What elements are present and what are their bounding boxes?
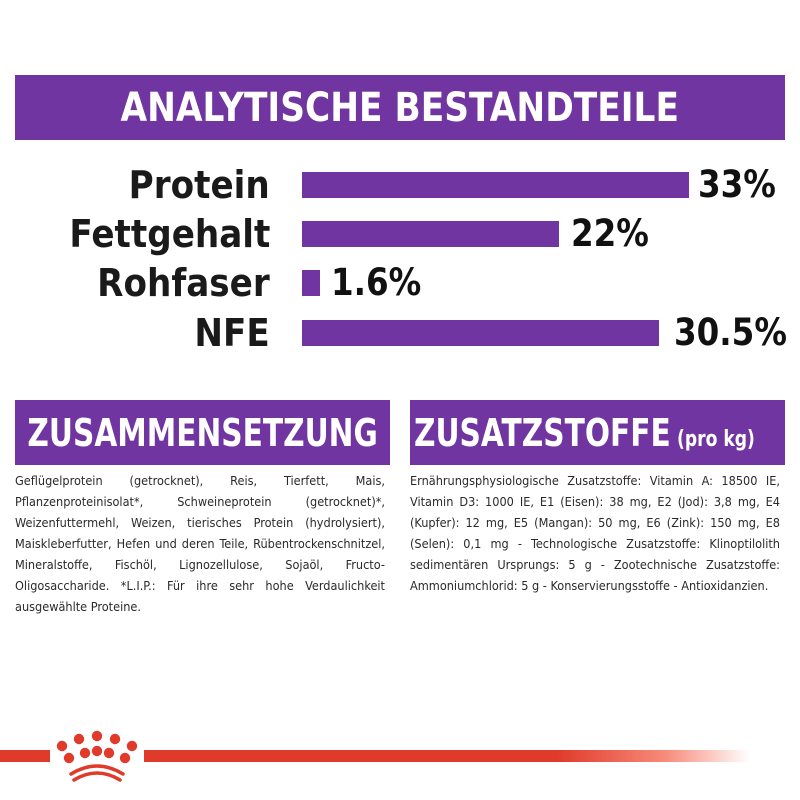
composition-title: ZUSAMMENSETZUNG bbox=[27, 410, 378, 455]
analysis-header-title: ANALYTISCHE BESTANDTEILE bbox=[120, 84, 680, 131]
bar-nfe bbox=[302, 320, 659, 346]
additives-subtitle: (pro kg) bbox=[677, 426, 755, 452]
value-rohfaser: 1.6% bbox=[331, 261, 422, 304]
value-nfe: 30.5% bbox=[674, 311, 787, 354]
footer-red-line-left bbox=[0, 750, 50, 762]
row-label-nfe: NFE bbox=[194, 311, 270, 355]
bar-protein bbox=[302, 172, 689, 198]
value-fettgehalt: 22% bbox=[571, 212, 649, 255]
analysis-header-banner: ANALYTISCHE BESTANDTEILE bbox=[15, 75, 785, 140]
royal-canin-crown-icon bbox=[56, 730, 138, 782]
additives-title: ZUSATZSTOFFE bbox=[414, 410, 671, 455]
row-label-fettgehalt: Fettgehalt bbox=[68, 212, 270, 256]
bar-fettgehalt bbox=[302, 221, 559, 247]
additives-header: ZUSATZSTOFFE (pro kg) bbox=[410, 400, 785, 465]
composition-header: ZUSAMMENSETZUNG bbox=[15, 400, 390, 465]
bar-rohfaser bbox=[302, 270, 320, 296]
additives-title-wrap: ZUSATZSTOFFE (pro kg) bbox=[414, 411, 755, 455]
footer-red-line-right bbox=[144, 750, 750, 762]
value-protein: 33% bbox=[698, 163, 776, 206]
row-label-rohfaser: Rohfaser bbox=[97, 261, 270, 305]
row-label-protein: Protein bbox=[128, 163, 270, 207]
composition-text: Geflügelprotein (getrocknet), Reis, Tier… bbox=[15, 473, 385, 614]
additives-text: Ernährungsphysiologische Zusatzstoffe: V… bbox=[410, 473, 780, 593]
